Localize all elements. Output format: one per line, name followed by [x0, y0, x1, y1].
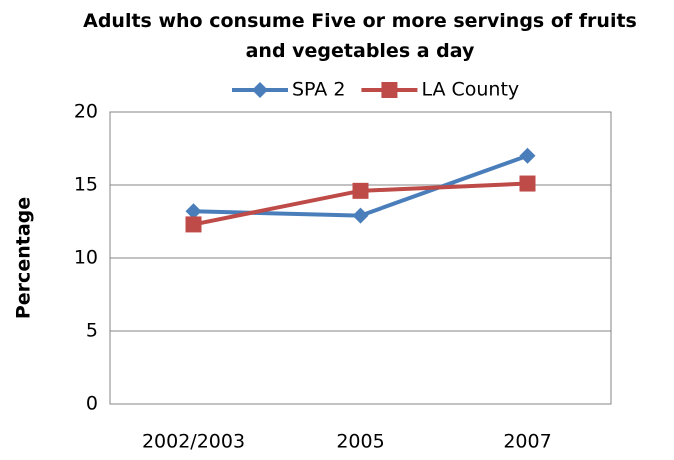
x-tick-label: 2007 [503, 431, 551, 453]
legend-label: LA County [421, 79, 519, 101]
data-point [352, 207, 369, 224]
x-tick-label: 2005 [336, 431, 384, 453]
data-point [185, 216, 202, 233]
legend-marker [252, 82, 268, 98]
legend-marker [381, 82, 398, 98]
y-axis-label: Percentage [13, 197, 35, 319]
y-tick-label: 10 [74, 247, 98, 269]
x-tick-label: 2002/2003 [142, 431, 245, 453]
data-point [519, 175, 536, 192]
y-tick-label: 5 [86, 320, 98, 342]
data-point [352, 182, 369, 199]
chart-title: Adults who consume Five or more servings… [83, 10, 637, 62]
data-point [185, 203, 202, 220]
legend-label: SPA 2 [292, 79, 345, 101]
data-point [519, 147, 536, 164]
plot-border [109, 111, 612, 405]
y-tick-label: 20 [74, 101, 98, 123]
y-tick-label: 15 [74, 174, 98, 196]
y-tick-label: 0 [86, 393, 98, 415]
